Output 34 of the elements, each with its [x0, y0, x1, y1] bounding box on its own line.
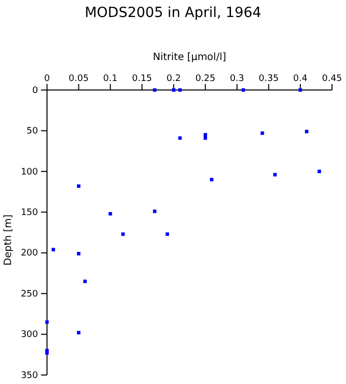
point — [304, 130, 308, 134]
point — [152, 210, 156, 214]
x-tick-label: 0.4 — [293, 74, 308, 84]
x-tick-label: 0 — [44, 74, 50, 84]
y-tick-label: 350 — [20, 370, 38, 381]
x-tick-label: 0.3 — [230, 74, 244, 84]
x-tick-label: 0.05 — [68, 74, 89, 84]
x-tick-label: 0.35 — [258, 74, 279, 84]
y-tick-label: 0 — [32, 86, 38, 96]
point — [108, 212, 112, 216]
x-tick-label: 0.45 — [322, 74, 342, 84]
chart-title: MODS2005 in April, 1964 — [84, 5, 262, 21]
point — [76, 184, 80, 188]
x-tick-label: 0.15 — [132, 74, 152, 84]
y-tick-label: 50 — [26, 126, 38, 137]
y-tick-label: 150 — [20, 208, 38, 218]
y-tick-label: 100 — [20, 167, 38, 178]
x-tick-label: 0.1 — [103, 74, 118, 84]
point — [210, 178, 214, 182]
point — [76, 252, 80, 256]
point — [318, 170, 322, 174]
point — [52, 248, 56, 252]
point — [166, 232, 170, 236]
y-tick-label: 300 — [20, 330, 38, 340]
point — [204, 133, 208, 137]
point — [76, 330, 80, 334]
y-tick-label: 250 — [20, 289, 38, 300]
y-axis-title: Depth [m] — [3, 214, 14, 266]
y-tick-label: 200 — [20, 248, 38, 259]
point — [204, 136, 208, 140]
x-tick-label: 0.2 — [166, 74, 181, 84]
x-axis-title: Nitrite [µmol/l] — [152, 52, 226, 63]
point — [260, 131, 264, 135]
x-tick-label: 0.25 — [195, 74, 216, 84]
